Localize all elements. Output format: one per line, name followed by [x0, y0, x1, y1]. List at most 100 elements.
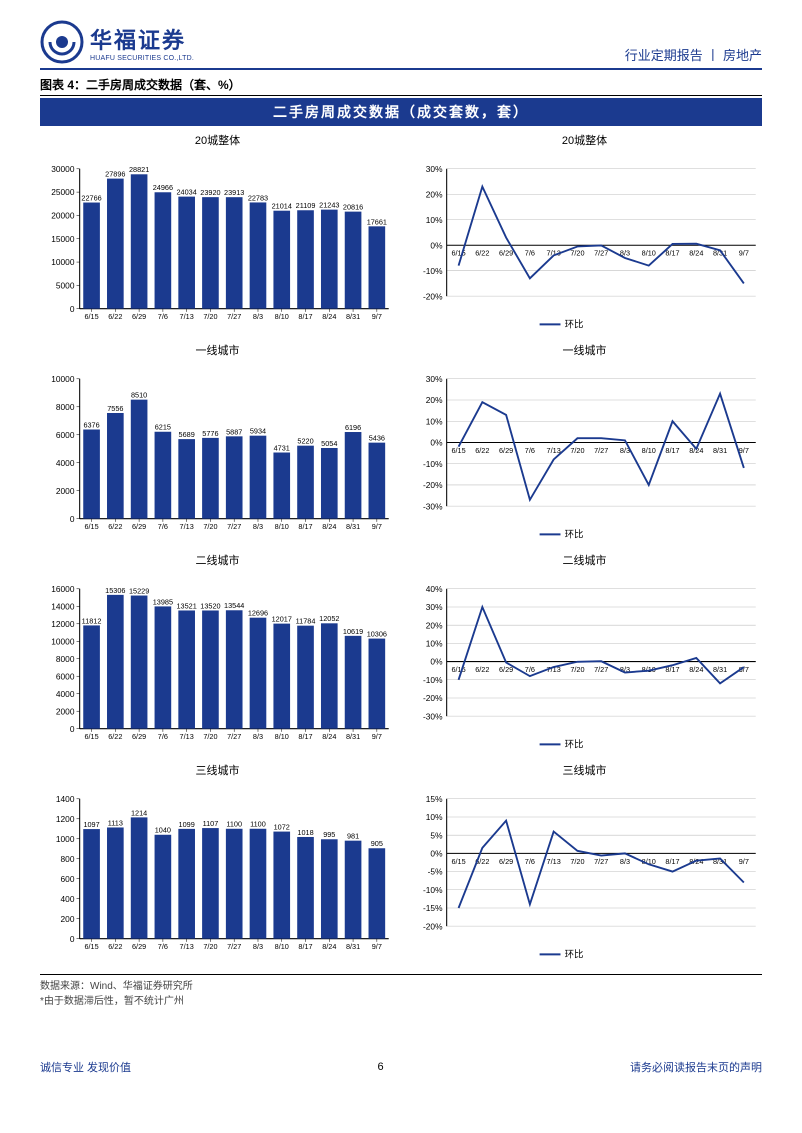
- svg-text:8/10: 8/10: [275, 942, 289, 951]
- svg-text:6/15: 6/15: [451, 446, 465, 455]
- svg-text:27896: 27896: [105, 170, 125, 179]
- svg-text:8/24: 8/24: [322, 522, 336, 531]
- svg-text:8/24: 8/24: [689, 665, 703, 674]
- svg-text:30%: 30%: [426, 164, 443, 174]
- svg-text:20%: 20%: [426, 395, 443, 405]
- svg-text:8/17: 8/17: [665, 857, 679, 866]
- svg-text:7/6: 7/6: [158, 732, 168, 741]
- svg-text:1100: 1100: [250, 819, 266, 828]
- svg-text:0: 0: [70, 514, 75, 524]
- svg-text:0%: 0%: [430, 438, 443, 448]
- bar-chart-cell: 二线城市020004000600080001000012000140001600…: [40, 552, 395, 758]
- svg-text:9/7: 9/7: [372, 312, 382, 321]
- svg-text:0%: 0%: [430, 848, 443, 858]
- svg-text:5689: 5689: [179, 430, 195, 439]
- footnote-line: 数据来源：Wind、华福证券研究所: [40, 979, 762, 994]
- svg-text:6215: 6215: [155, 423, 171, 432]
- svg-text:15229: 15229: [129, 586, 149, 595]
- svg-text:7/20: 7/20: [203, 312, 217, 321]
- footnote: 数据来源：Wind、华福证券研究所 *由于数据滞后性，暂不统计广州: [40, 974, 762, 1009]
- svg-text:0: 0: [70, 304, 75, 314]
- svg-text:11812: 11812: [82, 616, 102, 625]
- svg-text:8/31: 8/31: [346, 312, 360, 321]
- line-chart-cell: 一线城市-30%-20%-10%0%10%20%30%6/156/226/297…: [407, 342, 762, 548]
- svg-text:7/13: 7/13: [180, 522, 194, 531]
- chart-title: 二线城市: [407, 552, 762, 568]
- page-footer: 诚信专业 发现价值 6 请务必阅读报告末页的声明: [40, 1059, 762, 1075]
- svg-text:10%: 10%: [426, 215, 443, 225]
- svg-text:7/6: 7/6: [525, 665, 535, 674]
- svg-text:6/22: 6/22: [108, 942, 122, 951]
- svg-text:14000: 14000: [51, 601, 75, 611]
- svg-text:1099: 1099: [179, 820, 195, 829]
- svg-text:15306: 15306: [105, 586, 125, 595]
- svg-text:6/15: 6/15: [84, 942, 98, 951]
- svg-text:8/24: 8/24: [322, 942, 336, 951]
- svg-text:15000: 15000: [51, 234, 75, 244]
- svg-text:8/3: 8/3: [253, 942, 263, 951]
- svg-text:6/22: 6/22: [475, 249, 489, 258]
- svg-text:7/20: 7/20: [570, 857, 584, 866]
- svg-text:-20%: -20%: [423, 480, 443, 490]
- svg-text:13544: 13544: [224, 601, 244, 610]
- svg-text:21109: 21109: [296, 201, 316, 210]
- bar-chart-cell: 一线城市020004000600080001000063766/1575566/…: [40, 342, 395, 548]
- svg-text:2000: 2000: [56, 706, 75, 716]
- chart-grid: 20城整体05000100001500020000250003000022766…: [40, 132, 762, 968]
- svg-text:8/3: 8/3: [253, 732, 263, 741]
- svg-text:7/13: 7/13: [180, 312, 194, 321]
- svg-text:9/7: 9/7: [372, 522, 382, 531]
- svg-text:4000: 4000: [56, 689, 75, 699]
- svg-text:6376: 6376: [83, 420, 99, 429]
- svg-text:7/13: 7/13: [180, 732, 194, 741]
- svg-text:20816: 20816: [343, 203, 363, 212]
- svg-text:6/29: 6/29: [132, 522, 146, 531]
- chart-title: 三线城市: [407, 762, 762, 778]
- svg-text:7/20: 7/20: [570, 665, 584, 674]
- svg-text:30000: 30000: [51, 164, 75, 174]
- svg-text:5776: 5776: [202, 429, 218, 438]
- svg-text:6/15: 6/15: [84, 732, 98, 741]
- svg-text:12052: 12052: [319, 614, 339, 623]
- company-logo-icon: [40, 20, 84, 64]
- svg-text:7556: 7556: [107, 404, 123, 413]
- svg-text:30%: 30%: [426, 374, 443, 384]
- bar-chart-cell: 三线城市020040060080010001200140010976/15111…: [40, 762, 395, 968]
- svg-text:23913: 23913: [224, 188, 244, 197]
- footer-left: 诚信专业 发现价值: [40, 1059, 131, 1075]
- svg-text:7/6: 7/6: [158, 942, 168, 951]
- svg-text:10306: 10306: [367, 629, 387, 638]
- svg-text:7/6: 7/6: [525, 857, 535, 866]
- svg-text:6/22: 6/22: [475, 446, 489, 455]
- svg-text:1072: 1072: [274, 822, 290, 831]
- chart-title: 一线城市: [407, 342, 762, 358]
- svg-text:8/3: 8/3: [620, 857, 630, 866]
- svg-text:0: 0: [70, 724, 75, 734]
- footnote-line: *由于数据滞后性，暂不统计广州: [40, 994, 762, 1009]
- svg-text:40%: 40%: [426, 584, 443, 594]
- chart-title: 二线城市: [40, 552, 395, 568]
- svg-text:6000: 6000: [56, 430, 75, 440]
- svg-text:-5%: -5%: [428, 867, 443, 877]
- svg-text:17661: 17661: [367, 217, 387, 226]
- svg-text:7/27: 7/27: [594, 446, 608, 455]
- svg-text:环比: 环比: [565, 528, 584, 539]
- svg-text:6/29: 6/29: [499, 857, 513, 866]
- svg-text:8510: 8510: [131, 390, 147, 399]
- svg-text:1214: 1214: [131, 808, 147, 817]
- svg-text:13985: 13985: [153, 597, 173, 606]
- svg-text:8/24: 8/24: [689, 249, 703, 258]
- svg-text:6/29: 6/29: [499, 446, 513, 455]
- svg-text:7/13: 7/13: [180, 942, 194, 951]
- svg-text:24034: 24034: [177, 188, 197, 197]
- svg-text:6/22: 6/22: [108, 522, 122, 531]
- svg-text:7/20: 7/20: [203, 942, 217, 951]
- svg-text:1097: 1097: [83, 820, 99, 829]
- svg-text:20000: 20000: [51, 211, 75, 221]
- svg-text:-10%: -10%: [423, 459, 443, 469]
- svg-text:20%: 20%: [426, 620, 443, 630]
- svg-text:8000: 8000: [56, 402, 75, 412]
- svg-text:7/6: 7/6: [525, 249, 535, 258]
- svg-text:4731: 4731: [274, 443, 290, 452]
- svg-text:5000: 5000: [56, 281, 75, 291]
